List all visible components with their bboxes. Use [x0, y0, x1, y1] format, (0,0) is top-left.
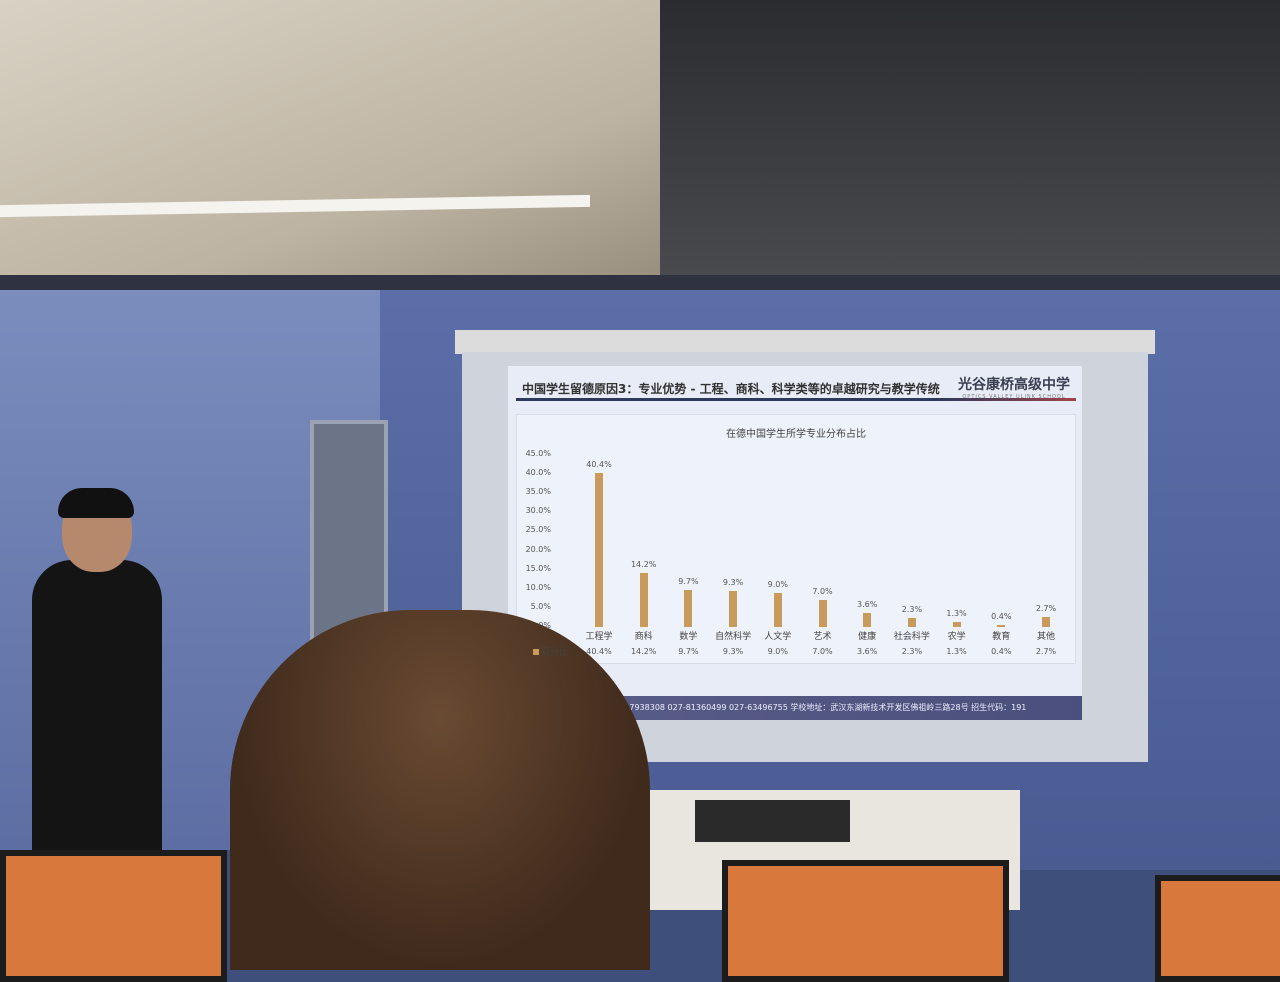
y-tick-label: 20.0% [525, 544, 551, 554]
data-label: 3.6% [857, 600, 878, 610]
category-label: 社会科学 [893, 632, 930, 642]
data-label: 0.4% [991, 612, 1012, 622]
projector [695, 800, 850, 842]
audience-member [230, 610, 650, 970]
category-label: 自然科学 [715, 632, 752, 642]
chair [722, 860, 1009, 982]
data-label: 40.4% [586, 459, 612, 469]
table-value: 2.7% [1035, 647, 1057, 656]
presenter-hair [58, 488, 134, 518]
category-label: 数学 [679, 632, 698, 642]
table-value: 2.3% [901, 647, 923, 656]
bar-人文学 [773, 592, 782, 627]
y-tick-label: 35.0% [525, 487, 551, 497]
data-label: 9.0% [767, 579, 788, 589]
table-value: 9.0% [767, 647, 788, 656]
bar-社会科学 [907, 618, 916, 627]
y-tick-label: 30.0% [525, 506, 551, 516]
y-tick-label: 10.0% [525, 582, 551, 592]
data-label: 2.3% [901, 605, 923, 615]
bar-健康 [863, 613, 872, 627]
chair [0, 850, 227, 982]
bar-其他 [1042, 616, 1050, 627]
chair [1155, 875, 1280, 982]
exposed-ceiling [660, 0, 1280, 285]
data-label: 1.3% [946, 609, 967, 619]
category-label: 工程学 [585, 632, 613, 642]
logo-text: 光谷康桥高级中学 [958, 377, 1070, 393]
table-value: 7.0% [812, 647, 833, 656]
presenter [32, 560, 162, 860]
slide: 中国学生留德原因3：专业优势 - 工程、商科、科学类等的卓越研究与教学传统 光谷… [508, 366, 1082, 720]
plot-area: 0.0%5.0%10.0%15.0%20.0%25.0%30.0%35.0%40… [517, 415, 1075, 663]
bar-工程学 [595, 472, 603, 627]
title-divider [516, 398, 1076, 401]
data-label: 2.7% [1035, 603, 1057, 613]
y-tick-label: 15.0% [525, 563, 551, 573]
legend-swatch [533, 649, 539, 655]
data-label: 9.3% [722, 578, 744, 588]
data-label: 14.2% [630, 559, 657, 569]
category-label: 教育 [992, 632, 1011, 642]
y-tick-label: 40.0% [525, 468, 551, 478]
chart-title: 在德中国学生所学专业分布占比 [726, 429, 866, 440]
category-label: 人文学 [764, 632, 792, 642]
category-label: 其他 [1036, 632, 1055, 642]
data-label: 7.0% [812, 587, 833, 597]
table-value: 9.3% [722, 647, 744, 656]
category-label: 健康 [858, 632, 877, 642]
legend-entry: 百分比 [533, 645, 568, 658]
category-label: 艺术 [813, 632, 832, 642]
table-value: 1.3% [946, 647, 967, 656]
table-value: 0.4% [991, 647, 1012, 656]
category-label: 商科 [634, 632, 653, 642]
table-value: 14.2% [630, 647, 657, 656]
bar-教育 [997, 625, 1006, 627]
bar-自然科学 [729, 591, 738, 627]
table-value: 40.4% [586, 647, 612, 656]
slide-title: 中国学生留德原因3：专业优势 - 工程、商科、科学类等的卓越研究与教学传统 [522, 382, 940, 396]
bar-商科 [639, 572, 648, 627]
ceiling [0, 0, 770, 290]
data-label: 9.7% [678, 576, 699, 586]
bar-艺术 [818, 600, 827, 627]
bar-农学 [952, 622, 961, 627]
table-value: 9.7% [678, 647, 699, 656]
table-value: 3.6% [857, 647, 878, 656]
school-logo: 光谷康桥高级中学 OPTICS VALLEY ULINK SCHOOL [958, 374, 1070, 400]
chart: 在德中国学生所学专业分布占比 0.0%5.0%10.0%15.0%20.0%25… [516, 414, 1076, 664]
category-label: 农学 [947, 632, 966, 642]
screen-housing [455, 330, 1155, 354]
y-tick-label: 25.0% [525, 525, 551, 535]
logo-subtext: OPTICS VALLEY ULINK SCHOOL [962, 394, 1066, 400]
legend-label: 百分比 [541, 648, 569, 658]
y-tick-label: 5.0% [530, 601, 551, 611]
bar-数学 [684, 589, 693, 627]
y-tick-label: 45.0% [525, 449, 551, 458]
